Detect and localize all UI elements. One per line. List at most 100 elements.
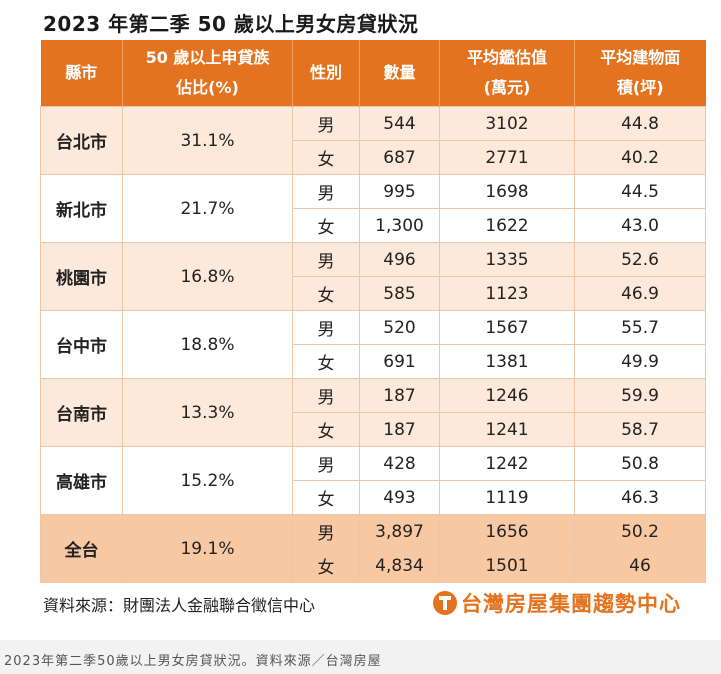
table-row: 桃園市 16.8% 男 496 1335 52.6 xyxy=(40,242,706,311)
count-cell: 520 xyxy=(359,310,440,345)
share-cell: 21.7% xyxy=(122,174,293,243)
appraisal-cell: 1241 xyxy=(439,412,575,447)
appraisal-cell: 1242 xyxy=(439,446,575,481)
gender-cell: 女 xyxy=(292,344,360,379)
count-cell: 493 xyxy=(359,480,440,515)
share-cell: 19.1% xyxy=(122,514,293,583)
table-row: 台北市 31.1% 男 544 3102 44.8 xyxy=(40,106,706,175)
header-count: 數量 xyxy=(359,40,440,107)
count-cell: 496 xyxy=(359,242,440,277)
area-cell: 50.2 xyxy=(574,514,706,549)
appraisal-cell: 1698 xyxy=(439,174,575,209)
area-cell: 44.8 xyxy=(574,106,706,141)
table-row: 女 1,300 1622 43.0 xyxy=(41,208,706,243)
city-cell: 桃園市 xyxy=(40,242,123,311)
gender-cell: 女 xyxy=(292,548,360,583)
brand-logo: 台灣房屋集團趨勢中心 xyxy=(433,588,681,618)
gender-cell: 女 xyxy=(292,412,360,447)
appraisal-cell: 1501 xyxy=(439,548,575,583)
count-cell: 3,897 xyxy=(359,514,440,549)
header-appraisal: 平均鑑估值 (萬元) xyxy=(439,40,575,107)
header-area: 平均建物面 積(坪) xyxy=(574,40,706,107)
table-row: 台南市 13.3% 男 187 1246 59.9 xyxy=(40,378,706,447)
count-cell: 691 xyxy=(359,344,440,379)
share-cell: 31.1% xyxy=(122,106,293,175)
header-share: 50 歲以上申貸族 佔比(%) xyxy=(122,40,293,107)
appraisal-cell: 1656 xyxy=(439,514,575,549)
table-row: 女 585 1123 46.9 xyxy=(41,276,706,311)
gender-cell: 男 xyxy=(292,514,360,549)
area-cell: 52.6 xyxy=(574,242,706,277)
count-cell: 544 xyxy=(359,106,440,141)
area-cell: 46.3 xyxy=(574,480,706,515)
count-cell: 585 xyxy=(359,276,440,311)
header-appraisal-line1: 平均鑑估值 xyxy=(466,48,547,67)
table-row: 高雄市 15.2% 男 428 1242 50.8 xyxy=(40,446,706,515)
count-cell: 995 xyxy=(359,174,440,209)
city-cell: 新北市 xyxy=(40,174,123,243)
appraisal-cell: 1246 xyxy=(439,378,575,413)
count-cell: 1,300 xyxy=(359,208,440,243)
header-city: 縣市 xyxy=(40,40,123,107)
share-cell: 15.2% xyxy=(122,446,293,515)
appraisal-cell: 1381 xyxy=(439,344,575,379)
table-row: 女 493 1119 46.3 xyxy=(41,480,706,515)
gender-cell: 女 xyxy=(292,208,360,243)
gender-cell: 男 xyxy=(292,242,360,277)
count-cell: 4,834 xyxy=(359,548,440,583)
city-cell: 全台 xyxy=(40,514,123,583)
brand-logo-text: 台灣房屋集團趨勢中心 xyxy=(461,592,681,616)
table-row: 女 687 2771 40.2 xyxy=(41,140,706,175)
share-cell: 18.8% xyxy=(122,310,293,379)
city-cell: 台南市 xyxy=(40,378,123,447)
appraisal-cell: 1123 xyxy=(439,276,575,311)
appraisal-cell: 1567 xyxy=(439,310,575,345)
table-row: 女 691 1381 49.9 xyxy=(41,344,706,379)
area-cell: 43.0 xyxy=(574,208,706,243)
count-cell: 687 xyxy=(359,140,440,175)
mortgage-table: 縣市 50 歲以上申貸族 佔比(%) 性別 數量 平均鑑估值 (萬元) 平均建物… xyxy=(40,40,706,583)
gender-cell: 男 xyxy=(292,174,360,209)
share-cell: 16.8% xyxy=(122,242,293,311)
header-gender: 性別 xyxy=(292,40,360,107)
image-caption: 2023年第二季50歲以上男女房貸狀況。資料來源／台灣房屋 xyxy=(4,654,382,669)
house-logo-icon xyxy=(433,591,457,615)
header-share-line1: 50 歲以上申貸族 xyxy=(145,48,270,67)
appraisal-cell: 2771 xyxy=(439,140,575,175)
header-area-line2: 積(坪) xyxy=(616,78,664,97)
share-cell: 13.3% xyxy=(122,378,293,447)
appraisal-cell: 1119 xyxy=(439,480,575,515)
gender-cell: 男 xyxy=(292,378,360,413)
source-note: 資料來源：財團法人金融聯合徵信中心 xyxy=(43,596,316,615)
gender-cell: 男 xyxy=(292,310,360,345)
area-cell: 50.8 xyxy=(574,446,706,481)
appraisal-cell: 1622 xyxy=(439,208,575,243)
gender-cell: 女 xyxy=(292,480,360,515)
table-row: 女 187 1241 58.7 xyxy=(41,412,706,447)
table-row-total: 女 4,834 1501 46 xyxy=(41,548,706,583)
area-cell: 49.9 xyxy=(574,344,706,379)
area-cell: 59.9 xyxy=(574,378,706,413)
table-row: 新北市 21.7% 男 995 1698 44.5 xyxy=(40,174,706,243)
image-caption-bar: 2023年第二季50歲以上男女房貸狀況。資料來源／台灣房屋 xyxy=(0,640,721,674)
count-cell: 187 xyxy=(359,412,440,447)
table-row-total: 全台 19.1% 男 3,897 1656 50.2 xyxy=(40,514,706,583)
area-cell: 46.9 xyxy=(574,276,706,311)
table-row: 台中市 18.8% 男 520 1567 55.7 xyxy=(40,310,706,379)
city-cell: 台北市 xyxy=(40,106,123,175)
table-header-row: 縣市 50 歲以上申貸族 佔比(%) 性別 數量 平均鑑估值 (萬元) 平均建物… xyxy=(40,40,706,107)
area-cell: 44.5 xyxy=(574,174,706,209)
area-cell: 46 xyxy=(574,548,706,583)
header-appraisal-line2: (萬元) xyxy=(483,78,531,97)
appraisal-cell: 1335 xyxy=(439,242,575,277)
gender-cell: 男 xyxy=(292,106,360,141)
appraisal-cell: 3102 xyxy=(439,106,575,141)
gender-cell: 男 xyxy=(292,446,360,481)
gender-cell: 女 xyxy=(292,276,360,311)
area-cell: 55.7 xyxy=(574,310,706,345)
header-area-line1: 平均建物面 xyxy=(600,48,681,67)
gender-cell: 女 xyxy=(292,140,360,175)
table-title: 2023 年第二季 50 歲以上男女房貸狀況 xyxy=(43,12,419,36)
count-cell: 428 xyxy=(359,446,440,481)
city-cell: 台中市 xyxy=(40,310,123,379)
